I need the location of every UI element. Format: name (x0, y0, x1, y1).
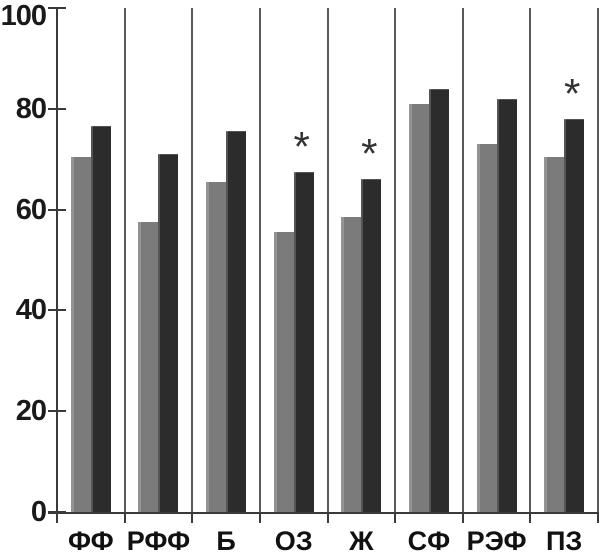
category-divider-line (529, 8, 532, 512)
category-label-РФФ: РФФ (126, 526, 191, 556)
y-axis-tick-label: 40 (15, 294, 47, 327)
category-divider-line (123, 8, 126, 512)
y-axis-tick-label: 20 (15, 395, 47, 428)
bar-series1-РЭФ (476, 144, 497, 512)
bar-series1-ФФ (70, 156, 91, 512)
bar-series2-РФФ (158, 154, 179, 512)
y-axis-tick-label: 60 (15, 193, 47, 226)
x-axis-tick (461, 514, 464, 523)
category-label-СФ: СФ (407, 526, 451, 556)
category-divider-line (394, 8, 397, 512)
significance-asterisk-ОЗ: * (293, 122, 310, 170)
significance-asterisk-Ж: * (361, 130, 378, 178)
x-axis-tick (258, 514, 261, 523)
bar-series1-СФ (408, 103, 429, 512)
x-axis-tick (56, 514, 58, 523)
y-axis-tick (48, 410, 66, 413)
category-label-ОЗ: ОЗ (274, 526, 313, 556)
y-axis-tick (48, 511, 66, 513)
category-divider-line (191, 8, 194, 512)
bar-series1-ПЗ (544, 156, 565, 512)
x-axis-tick (326, 514, 329, 523)
x-axis-tick (394, 514, 397, 523)
bar-series2-Ж (361, 179, 382, 512)
y-axis-tick (48, 7, 66, 9)
x-axis-line (48, 512, 599, 514)
y-axis-tick-label: 80 (15, 92, 47, 125)
bar-series2-ОЗ (293, 171, 314, 512)
y-axis-tick (48, 309, 66, 312)
bar-series1-РФФ (138, 222, 159, 512)
significance-asterisk-ПЗ: * (564, 69, 581, 117)
x-axis-tick (529, 514, 532, 523)
y-axis-tick (48, 208, 66, 211)
y-axis-tick-label: 100 (0, 0, 47, 32)
category-label-ПЗ: ПЗ (546, 526, 583, 556)
y-axis-line (56, 8, 58, 514)
y-axis-tick-label: 0 (30, 496, 47, 528)
x-axis-tick (191, 514, 194, 523)
category-label-Б: Б (216, 526, 236, 556)
category-divider-line (258, 8, 261, 512)
bar-series1-Б (206, 181, 227, 512)
x-axis-tick (123, 514, 126, 523)
category-label-РЭФ: РЭФ (466, 526, 527, 556)
bar-series2-Б (226, 131, 247, 512)
bar-series2-СФ (428, 88, 449, 512)
category-divider-line (461, 8, 464, 512)
category-label-Ж: Ж (349, 526, 374, 556)
category-label-ФФ: ФФ (67, 526, 114, 556)
bar-series2-ПЗ (564, 118, 585, 512)
bar-series1-ОЗ (273, 232, 294, 512)
bar-series1-Ж (341, 217, 362, 512)
category-divider-line (326, 8, 329, 512)
x-axis-tick (597, 514, 599, 523)
bar-series2-ФФ (90, 126, 111, 512)
category-divider-line (597, 8, 599, 512)
bar-series2-РЭФ (496, 98, 517, 512)
y-axis-tick (48, 107, 66, 110)
